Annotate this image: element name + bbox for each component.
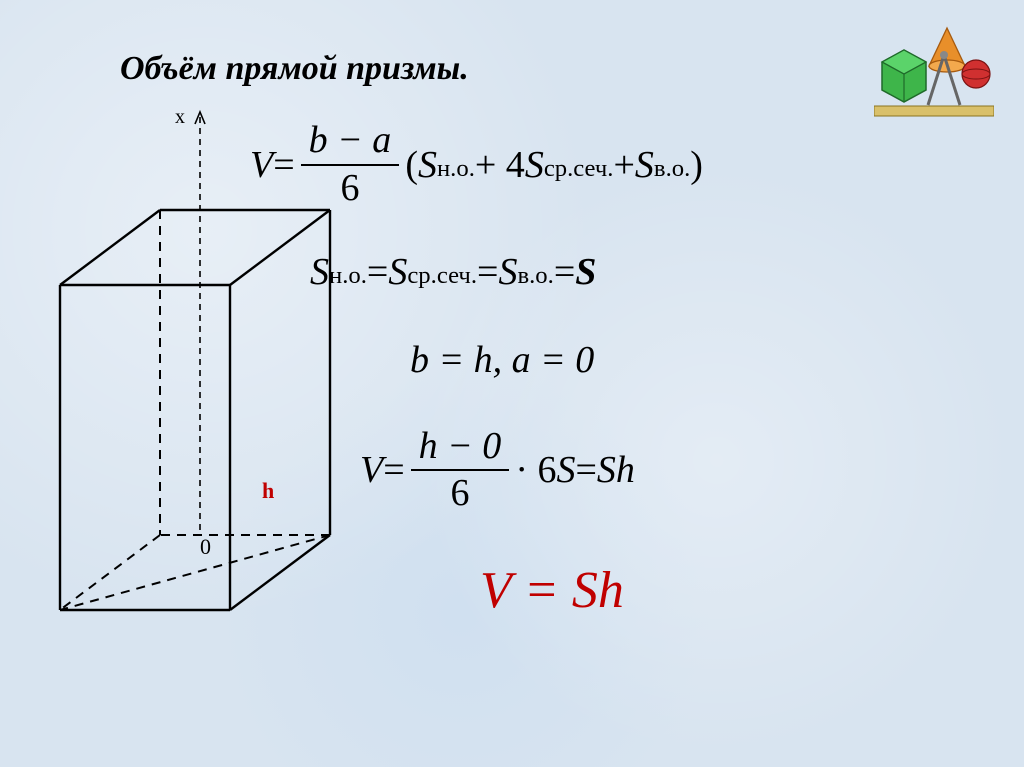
formula-equal-areas: Sн.о. = Sср.сеч. = Sв.о. = S xyxy=(310,250,980,294)
var-S: S xyxy=(310,250,329,294)
var-S: S xyxy=(418,143,437,187)
axis-label-x: x xyxy=(175,106,185,129)
eq-sign: = xyxy=(575,448,596,492)
sub-sr: ср.сеч. xyxy=(407,262,477,290)
sub-vo: в.о. xyxy=(517,262,553,290)
sub-vo: в.о. xyxy=(654,155,690,183)
frac-den: 6 xyxy=(340,166,359,210)
var-S: S xyxy=(525,143,544,187)
var-V: V xyxy=(360,448,383,492)
formula-substitution: V = h − 0 6 · 6 S = Sh xyxy=(360,426,980,516)
paren-close: ) xyxy=(690,143,703,187)
frac-num: h − 0 xyxy=(411,426,510,472)
var-S: S xyxy=(388,250,407,294)
fraction: b − a 6 xyxy=(301,120,400,210)
eq-sign: = xyxy=(554,250,575,294)
sub-sr: ср.сеч. xyxy=(544,155,614,183)
eq-sign: = xyxy=(367,250,388,294)
sub-no: н.о. xyxy=(329,262,367,290)
eq-sign: = xyxy=(383,448,404,492)
eq-sign: = xyxy=(477,250,498,294)
var-S-result: S xyxy=(575,250,596,294)
origin-label: 0 xyxy=(200,534,211,560)
var-Sh: Sh xyxy=(597,448,635,492)
formula-simpson: V = b − a 6 ( Sн.о. + 4 Sср.сеч. + Sв.о.… xyxy=(250,120,980,210)
fraction: h − 0 6 xyxy=(411,426,510,516)
formula-block: V = b − a 6 ( Sн.о. + 4 Sср.сеч. + Sв.о.… xyxy=(220,120,980,648)
frac-num: b − a xyxy=(301,120,400,166)
var-S: S xyxy=(498,250,517,294)
mult: · 6 xyxy=(515,448,556,492)
plus1: + 4 xyxy=(475,143,525,187)
plus2: + xyxy=(613,143,634,187)
frac-den: 6 xyxy=(450,471,469,515)
var-V: V xyxy=(250,143,273,187)
formula-bh: b = h, a = 0 xyxy=(410,338,980,382)
sub-no: н.о. xyxy=(437,155,475,183)
var-S: S xyxy=(556,448,575,492)
geometry-decor-icon xyxy=(874,20,994,120)
formula-result: V = Sh xyxy=(480,561,980,620)
page-title: Объём прямой призмы. xyxy=(120,50,469,88)
eq-sign: = xyxy=(273,143,294,187)
var-S: S xyxy=(635,143,654,187)
paren-open: ( xyxy=(405,143,418,187)
